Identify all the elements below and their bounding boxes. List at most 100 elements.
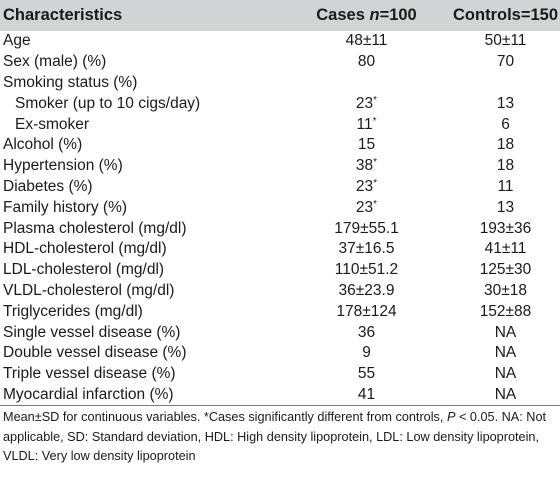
cases-value: 80 — [357, 53, 376, 71]
header-cases-prefix: Cases — [316, 6, 370, 24]
cases-value: 37±16.5 — [338, 240, 395, 258]
row-label: Ex-smoker — [15, 115, 90, 133]
controls-value: 30±18 — [484, 281, 527, 299]
cases-cell: 36 — [296, 322, 437, 343]
row-label: Family history (%) — [3, 198, 128, 216]
controls-value: 18 — [496, 157, 515, 175]
cases-cell: 23* — [296, 177, 437, 198]
cases-value: 179±55.1 — [334, 219, 399, 237]
row-label: HDL-cholesterol (mg/dl) — [3, 240, 167, 258]
cases-cell — [296, 73, 437, 94]
table-row: Double vessel disease (%) 9 NA — [0, 343, 560, 364]
cases-cell: 37±16.5 — [296, 239, 437, 260]
table-row: Alcohol (%) 15 18 — [0, 135, 560, 156]
cases-value: 15 — [357, 136, 376, 154]
cases-value: 41 — [357, 385, 376, 403]
row-label: Hypertension (%) — [3, 157, 123, 175]
table-row: Diabetes (%) 23* 11 — [0, 177, 560, 198]
controls-value: NA — [494, 344, 517, 362]
cases-cell: 36±23.9 — [296, 281, 437, 302]
cases-value: 23 — [355, 177, 374, 195]
controls-value: 125±30 — [479, 261, 532, 279]
controls-value: 18 — [496, 136, 515, 154]
cases-cell: 9 — [296, 343, 437, 364]
table-row: Age 48±11 50±11 — [0, 31, 560, 52]
header-row: Characteristics Cases n=100 Controls=150 — [0, 0, 560, 31]
cases-value: 23 — [355, 198, 374, 216]
significance-marker: * — [373, 94, 378, 106]
table-header: Characteristics Cases n=100 Controls=150 — [0, 0, 560, 31]
cases-value: 11 — [356, 115, 373, 133]
row-label: Diabetes (%) — [3, 177, 93, 195]
row-label: VLDL-cholesterol (mg/dl) — [3, 281, 175, 299]
cases-cell: 15 — [296, 135, 437, 156]
table-row: Single vessel disease (%) 36 NA — [0, 322, 560, 343]
cases-cell: 178±124 — [296, 301, 437, 322]
significance-marker: * — [373, 177, 378, 189]
table-row: Myocardial infarction (%) 41 NA — [0, 384, 560, 407]
row-label: Smoking status (%) — [3, 73, 138, 91]
controls-value: 70 — [496, 53, 515, 71]
controls-value: 11 — [497, 177, 514, 195]
row-label: Myocardial infarction (%) — [0, 384, 296, 407]
row-label: Sex (male) (%) — [3, 53, 107, 71]
controls-value: 13 — [496, 198, 515, 216]
row-label: Triglycerides (mg/dl) — [3, 302, 143, 320]
cases-value: 55 — [357, 365, 376, 383]
table-body: Age 48±11 50±11 Sex (male) (%) 80 70 Smoking s… — [0, 31, 560, 407]
significance-marker: * — [372, 115, 377, 127]
row-label: Plasma cholesterol (mg/dl) — [3, 219, 187, 237]
controls-value: 152±88 — [479, 302, 532, 320]
cases-cell: 23* — [296, 197, 437, 218]
row-label: Double vessel disease (%) — [3, 344, 187, 362]
table-row: Smoking status (%) — [0, 73, 560, 94]
header-characteristics: Characteristics — [0, 0, 296, 31]
controls-value: 50±11 — [484, 32, 527, 50]
table-row: Ex-smoker 11* 6 — [0, 114, 560, 135]
cases-cell: 11* — [296, 114, 437, 135]
cases-cell: 55 — [296, 364, 437, 385]
footnote-p-symbol: P — [446, 410, 456, 425]
cases-cell: 38* — [296, 156, 437, 177]
cases-cell: 179±55.1 — [296, 218, 437, 239]
table-row: Family history (%) 23* 13 — [0, 197, 560, 218]
table-row: Plasma cholesterol (mg/dl) 179±55.1 193±36 — [0, 218, 560, 239]
table-row: Hypertension (%) 38* 18 — [0, 156, 560, 177]
characteristics-table: Characteristics Cases n=100 Controls=150… — [0, 0, 560, 407]
table-row: Triglycerides (mg/dl) 178±124 152±88 — [0, 301, 560, 322]
cases-value: 178±124 — [336, 302, 397, 320]
header-controls: Controls=150 — [437, 0, 560, 31]
table-row: Sex (male) (%) 80 70 — [0, 52, 560, 73]
cases-cell: 80 — [296, 52, 437, 73]
controls-value: NA — [494, 365, 517, 383]
row-label: Single vessel disease (%) — [3, 323, 181, 341]
cases-value: 23 — [355, 94, 374, 112]
controls-value: NA — [437, 384, 560, 407]
cases-value: 36±23.9 — [338, 281, 395, 299]
cases-cell: 110±51.2 — [296, 260, 437, 281]
significance-marker: * — [373, 198, 378, 210]
characteristics-table-container: Characteristics Cases n=100 Controls=150… — [0, 0, 560, 467]
cases-value: 110±51.2 — [334, 261, 399, 279]
header-cases: Cases n=100 — [296, 0, 437, 31]
row-label: Age — [3, 32, 31, 50]
row-label: LDL-cholesterol (mg/dl) — [3, 261, 165, 279]
table-row: Triple vessel disease (%) 55 NA — [0, 364, 560, 385]
table-row: HDL-cholesterol (mg/dl) 37±16.5 41±11 — [0, 239, 560, 260]
footnote-text-1: Mean±SD for continuous variables. *Cases… — [3, 410, 447, 425]
controls-value: 13 — [496, 94, 515, 112]
controls-value: NA — [494, 323, 517, 341]
controls-value — [437, 73, 560, 94]
table-footnote: Mean±SD for continuous variables. *Cases… — [0, 406, 560, 467]
cases-cell: 41 — [296, 384, 437, 407]
cases-value: 36 — [357, 323, 376, 341]
cases-cell: 23* — [296, 93, 437, 114]
header-cases-n: n — [369, 6, 380, 24]
row-label: Alcohol (%) — [3, 136, 83, 154]
row-label: Smoker (up to 10 cigs/day) — [15, 94, 201, 112]
table-row: Smoker (up to 10 cigs/day) 23* 13 — [0, 93, 560, 114]
table-row: LDL-cholesterol (mg/dl) 110±51.2 125±30 — [0, 260, 560, 281]
row-label: Triple vessel disease (%) — [3, 365, 176, 383]
cases-value: 38 — [355, 157, 374, 175]
table-row: VLDL-cholesterol (mg/dl) 36±23.9 30±18 — [0, 281, 560, 302]
